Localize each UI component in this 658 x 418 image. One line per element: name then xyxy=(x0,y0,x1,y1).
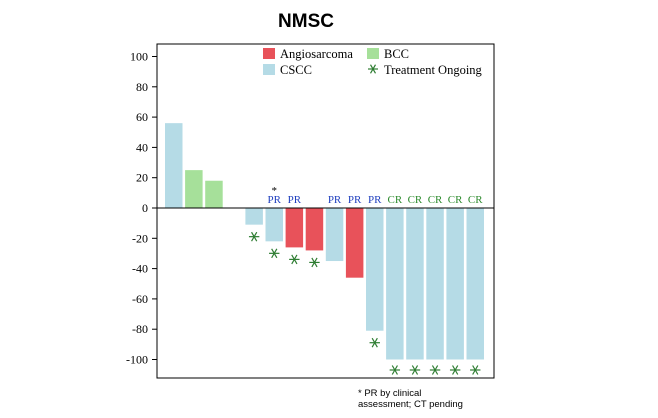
response-label-pr: PR xyxy=(268,194,282,206)
legend-swatch xyxy=(367,48,379,59)
response-label-cr: CR xyxy=(448,194,463,206)
footnote-line-2: assessment; CT pending xyxy=(358,399,463,410)
bar-cscc xyxy=(426,208,444,360)
ongoing-markers xyxy=(248,231,481,375)
legend-item: Angiosarcoma xyxy=(263,47,353,61)
y-tick-label: -20 xyxy=(132,231,148,245)
bar-cscc xyxy=(406,208,424,360)
legend-label: BCC xyxy=(384,47,409,61)
ongoing-asterisk-stroke xyxy=(452,365,459,375)
y-tick-label: 100 xyxy=(130,50,148,64)
response-note-mark: * xyxy=(272,185,278,197)
bar-cscc xyxy=(446,208,464,360)
legend-asterisk-icon-stroke xyxy=(369,64,377,74)
response-label-cr: CR xyxy=(428,194,443,206)
footnote-line-1: * PR by clinical xyxy=(358,388,421,399)
y-tick-label: -100 xyxy=(126,353,148,367)
ongoing-asterisk xyxy=(269,248,280,259)
response-labels: PR*PR PR PR PR CR CR CR CR CR xyxy=(268,185,484,206)
ongoing-asterisk xyxy=(289,254,300,265)
ongoing-asterisk-stroke xyxy=(271,248,278,259)
legend: Angiosarcoma BCC CSCC Treatment Ongoing xyxy=(263,47,483,77)
bar-angiosarcoma xyxy=(305,208,324,251)
bar-angiosarcoma xyxy=(285,208,304,248)
plot-frame xyxy=(156,43,495,379)
ongoing-asterisk xyxy=(429,365,441,375)
bar-cscc xyxy=(265,208,283,242)
ongoing-asterisk-stroke xyxy=(472,365,479,375)
bar-cscc xyxy=(165,123,183,208)
bar-cscc xyxy=(386,208,404,360)
ongoing-asterisk xyxy=(470,365,481,375)
y-tick-label: 40 xyxy=(136,140,148,154)
ongoing-asterisk xyxy=(389,365,401,375)
bar-cscc xyxy=(466,208,484,360)
y-tick-label: -40 xyxy=(132,262,148,276)
y-tick-label: 80 xyxy=(136,80,148,94)
response-label-cr: CR xyxy=(468,194,483,206)
ongoing-asterisk-stroke xyxy=(311,257,318,268)
legend-item: BCC xyxy=(367,47,409,61)
chart-title: NMSC xyxy=(278,11,334,32)
legend-label: Angiosarcoma xyxy=(280,47,353,61)
y-tick-label: -80 xyxy=(132,322,148,336)
y-tick-label: -60 xyxy=(132,292,148,306)
legend-label: Treatment Ongoing xyxy=(384,63,483,77)
response-label-pr: PR xyxy=(348,194,362,206)
response-label-pr: PR xyxy=(368,194,382,206)
legend-item: CSCC xyxy=(263,63,312,77)
bars xyxy=(165,123,484,360)
bar-cscc xyxy=(245,208,263,225)
legend-swatch xyxy=(263,48,275,59)
ongoing-asterisk xyxy=(309,257,320,268)
y-tick-label: 20 xyxy=(136,171,148,185)
legend-item: Treatment Ongoing xyxy=(368,63,483,77)
ongoing-asterisk-stroke xyxy=(291,254,298,265)
ongoing-asterisk-stroke xyxy=(431,365,439,375)
ongoing-asterisk-stroke xyxy=(391,365,398,375)
bar-angiosarcoma xyxy=(345,208,364,278)
response-label-pr: PR xyxy=(328,194,342,206)
legend-asterisk-icon xyxy=(368,64,378,74)
y-tick-label: 60 xyxy=(136,110,148,124)
y-tick-label: 0 xyxy=(142,201,148,215)
ongoing-asterisk xyxy=(449,365,461,375)
ongoing-asterisk-stroke xyxy=(371,337,378,348)
ongoing-asterisk-stroke xyxy=(251,231,258,242)
response-label-cr: CR xyxy=(388,194,403,206)
bar-cscc xyxy=(325,208,344,262)
y-axis: 100 80 60 40 20 0 -20 -40 -60 -80 -100 xyxy=(126,50,157,367)
response-label-cr: CR xyxy=(408,194,423,206)
legend-swatch xyxy=(263,64,275,75)
bar-bcc xyxy=(205,180,223,208)
legend-label: CSCC xyxy=(280,63,312,77)
ongoing-asterisk xyxy=(369,337,380,348)
ongoing-asterisk-stroke xyxy=(411,365,419,375)
ongoing-asterisk xyxy=(409,365,421,375)
bar-cscc xyxy=(366,208,384,331)
response-label-pr: PR xyxy=(288,194,302,206)
ongoing-asterisk xyxy=(248,231,260,242)
bar-bcc xyxy=(185,170,203,208)
